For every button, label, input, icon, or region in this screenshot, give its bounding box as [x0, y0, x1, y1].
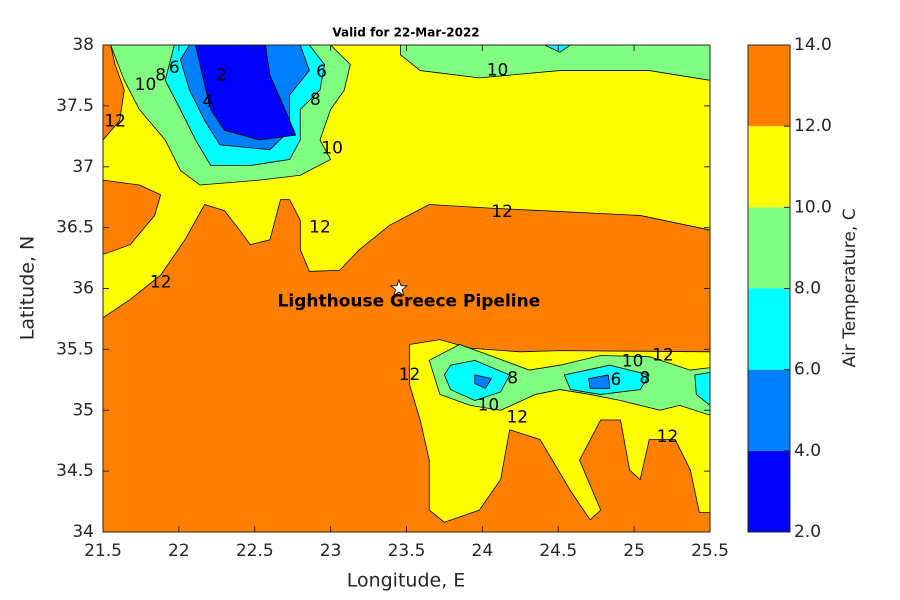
- contour-label: 10: [487, 61, 509, 81]
- x-tick-label: 21.5: [84, 541, 122, 561]
- colorbar-tick-label: 4.0: [794, 441, 821, 461]
- contour-label: 12: [652, 345, 674, 365]
- contour-region: [195, 45, 297, 141]
- contour-region: [694, 372, 710, 406]
- contour-label: 12: [309, 218, 331, 238]
- contour-label: 8: [155, 65, 166, 85]
- colorbar-tick-label: 8.0: [794, 279, 821, 299]
- colorbar-band: [748, 450, 790, 532]
- y-tick-label: 36.5: [56, 218, 94, 238]
- contour-label: 12: [104, 112, 126, 132]
- colorbar-band: [748, 369, 790, 451]
- x-tick-label: 24: [472, 541, 494, 561]
- chart-title: Valid for 22-Mar-2022: [332, 26, 479, 40]
- contour-label: 10: [622, 352, 644, 372]
- x-tick-label: 24.5: [539, 541, 577, 561]
- contour-label: 8: [310, 90, 321, 110]
- y-tick-label: 34.5: [56, 461, 94, 481]
- contour-label: 12: [491, 202, 513, 222]
- x-tick-label: 23.5: [388, 541, 426, 561]
- contour-label: 12: [399, 365, 421, 385]
- colorbar-band: [748, 207, 790, 289]
- y-tick-label: 36: [72, 279, 94, 299]
- contour-region: [400, 45, 710, 81]
- contour-region: [474, 374, 492, 389]
- y-tick-label: 35: [72, 400, 94, 420]
- colorbar-band: [748, 45, 790, 127]
- x-tick-label: 22.5: [236, 541, 274, 561]
- contour-region: [544, 45, 571, 53]
- colorbar-tick-label: 10.0: [794, 197, 832, 217]
- contour-label: 6: [316, 62, 327, 82]
- colorbar-tick-label: 14.0: [794, 35, 832, 55]
- contour-label: 8: [639, 369, 650, 389]
- contour-label: 4: [202, 92, 213, 112]
- contour-label: 10: [135, 75, 157, 95]
- x-tick-label: 22: [168, 541, 190, 561]
- x-axis-label: Longitude, E: [347, 570, 466, 592]
- x-tick-label: 25.5: [691, 541, 729, 561]
- contour-label: 12: [150, 272, 172, 292]
- contour-region: [588, 374, 611, 389]
- contour-label: 12: [506, 408, 528, 428]
- contour-label: 8: [507, 369, 518, 389]
- colorbar-tick-label: 2.0: [794, 522, 821, 542]
- colorbar-band: [748, 288, 790, 370]
- colorbar-band: [748, 126, 790, 208]
- y-tick-label: 38: [72, 35, 94, 55]
- y-tick-label: 37.5: [56, 96, 94, 116]
- y-tick-label: 37: [72, 157, 94, 177]
- x-tick-label: 23: [320, 541, 342, 561]
- colorbar-label: Air Temperature, C: [840, 208, 860, 367]
- colorbar-tick-label: 12.0: [794, 116, 832, 136]
- contour-label: 2: [216, 65, 227, 85]
- contour-label: 10: [321, 138, 343, 158]
- x-tick-label: 25: [623, 541, 645, 561]
- y-tick-label: 35.5: [56, 339, 94, 359]
- site-label: Lighthouse Greece Pipeline: [278, 292, 541, 312]
- contour-label: 10: [478, 395, 500, 415]
- contour-label: 12: [657, 427, 679, 447]
- y-tick-label: 34: [72, 522, 94, 542]
- contour-label: 6: [169, 58, 180, 78]
- contour-label: 6: [611, 370, 622, 390]
- y-axis-label: Latitude, N: [17, 236, 39, 341]
- colorbar-tick-label: 6.0: [794, 360, 821, 380]
- site-marker: [389, 278, 409, 297]
